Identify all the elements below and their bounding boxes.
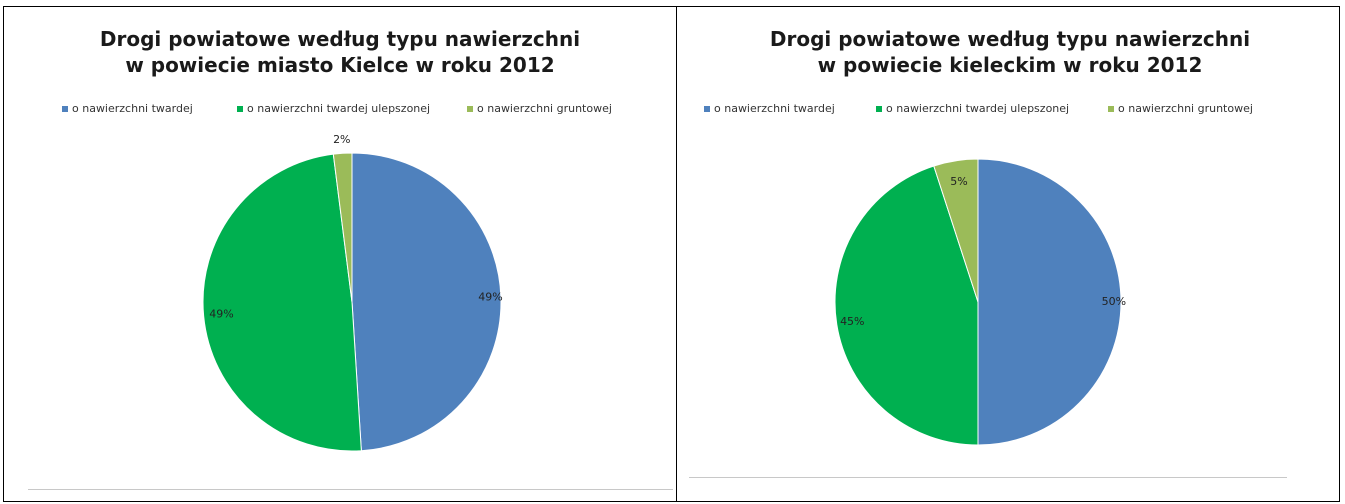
pie-slice-twarda	[351, 152, 502, 452]
chart-panel-kielecki: Drogi powiatowe według typu nawierzchni …	[681, 10, 1339, 500]
legend-swatch-gruntowa	[1108, 105, 1114, 112]
bottom-rule	[689, 477, 1287, 478]
pie-chart-kielce: 49% 49% 2%	[202, 133, 503, 452]
legend-swatch-twarda-ulepszona	[876, 105, 882, 112]
legend-item-twarda-ulepszona: o nawierzchni twardej ulepszonej	[237, 102, 430, 115]
legend-item-twarda: o nawierzchni twardej	[704, 102, 835, 115]
legend-swatch-twarda	[704, 105, 710, 112]
pie-slice-twarda-ulepszona	[834, 165, 979, 446]
pie-data-label: 5%	[950, 175, 967, 188]
legend-item-twarda: o nawierzchni twardej	[62, 102, 193, 115]
legend-label: o nawierzchni twardej	[714, 102, 835, 115]
page-frame	[3, 6, 1340, 502]
chart-title-line1: Drogi powiatowe według typu nawierzchni	[769, 27, 1251, 51]
chart-title-kielecki: Drogi powiatowe według typu nawierzchni …	[681, 26, 1339, 78]
legend-label: o nawierzchni twardej	[72, 102, 193, 115]
chart-panel-kielce: Drogi powiatowe według typu nawierzchni …	[8, 10, 673, 500]
chart-title-line2: w powiecie kieleckim w roku 2012	[817, 53, 1203, 77]
panel-divider	[676, 6, 677, 502]
legend-swatch-twarda	[62, 105, 68, 112]
pie-chart-kielecki: 50% 45% 5%	[834, 158, 1126, 446]
chart-legend: o nawierzchni twardej o nawierzchni twar…	[8, 102, 672, 118]
pie-data-label: 45%	[840, 315, 864, 328]
chart-title-line2: w powiecie miasto Kielce w roku 2012	[125, 53, 555, 77]
chart-title-line1: Drogi powiatowe według typu nawierzchni	[99, 27, 581, 51]
legend-label: o nawierzchni twardej ulepszonej	[247, 102, 431, 115]
chart-title-kielce: Drogi powiatowe według typu nawierzchni …	[8, 26, 672, 78]
legend-swatch-twarda-ulepszona	[237, 105, 243, 112]
legend-label: o nawierzchni gruntowej	[1118, 102, 1253, 115]
legend-item-twarda-ulepszona: o nawierzchni twardej ulepszonej	[876, 102, 1069, 115]
pie-data-label: 49%	[478, 291, 502, 304]
pie-slice-twarda	[977, 158, 1122, 446]
chart-legend: o nawierzchni twardej o nawierzchni twar…	[681, 102, 1339, 118]
pie-slice-gruntowa	[933, 158, 979, 303]
pie-slice-gruntowa	[332, 152, 353, 303]
bottom-rule	[28, 489, 673, 490]
pie-slice-twarda-ulepszona	[202, 153, 362, 452]
pie-data-label: 49%	[209, 307, 233, 320]
legend-swatch-gruntowa	[467, 105, 473, 112]
legend-label: o nawierzchni gruntowej	[477, 102, 612, 115]
legend-label: o nawierzchni twardej ulepszonej	[886, 102, 1070, 115]
pie-data-label: 50%	[1102, 295, 1126, 308]
pie-data-label: 2%	[333, 133, 350, 146]
legend-item-gruntowa: o nawierzchni gruntowej	[1108, 102, 1253, 115]
legend-item-gruntowa: o nawierzchni gruntowej	[467, 102, 612, 115]
